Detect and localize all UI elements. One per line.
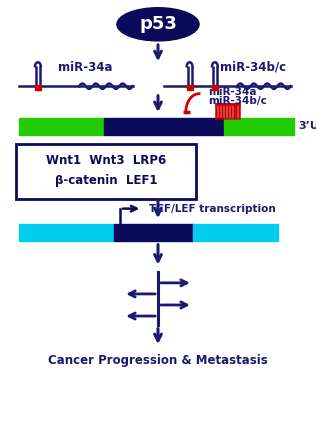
Text: p53: p53	[139, 15, 177, 33]
Bar	[19, 118, 104, 135]
Text: miR-34b/c: miR-34b/c	[220, 61, 286, 74]
Bar	[224, 118, 294, 135]
Text: miR-34b/c: miR-34b/c	[209, 96, 267, 106]
FancyBboxPatch shape	[16, 144, 196, 199]
Bar	[19, 224, 114, 241]
Bar	[212, 85, 218, 90]
Bar	[193, 224, 278, 241]
Bar	[186, 85, 193, 90]
Text: 3’UTR: 3’UTR	[299, 122, 316, 131]
Bar	[104, 118, 224, 135]
Text: Cancer Progression & Metastasis: Cancer Progression & Metastasis	[48, 354, 268, 367]
Text: TCF/LEF transcription: TCF/LEF transcription	[149, 204, 275, 213]
Text: miR-34a: miR-34a	[209, 88, 257, 97]
Ellipse shape	[117, 8, 199, 41]
Text: β-catenin  LEF1: β-catenin LEF1	[55, 175, 157, 187]
Bar	[35, 85, 41, 90]
Bar	[114, 224, 193, 241]
Text: Wnt1  Wnt3  LRP6: Wnt1 Wnt3 LRP6	[46, 154, 166, 167]
Text: miR-34a: miR-34a	[58, 61, 112, 74]
